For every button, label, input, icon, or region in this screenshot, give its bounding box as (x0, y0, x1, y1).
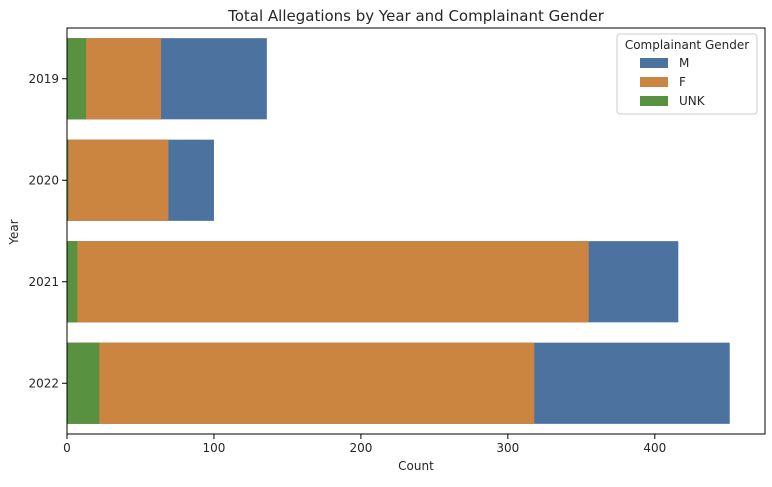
x-tick-label-300: 300 (496, 441, 519, 455)
bar-f-2020 (67, 139, 169, 221)
legend: Complainant Gender MF UNK (616, 33, 758, 115)
bar-unk-2022 (67, 342, 100, 424)
legend-label-unk: UNK (679, 94, 706, 108)
x-tick-label-200: 200 (349, 441, 372, 455)
legend-title: Complainant Gender (625, 38, 749, 52)
chart-title: Total Allegations by Year and Complainan… (227, 7, 605, 25)
bars-group (67, 38, 730, 424)
x-tick-label-0: 0 (63, 441, 71, 455)
bar-f-2021 (67, 241, 589, 323)
bar-unk-2019 (67, 38, 87, 120)
x-tick-label-400: 400 (643, 441, 666, 455)
y-tick-label-2021: 2021 (28, 275, 59, 289)
y-axis-label: Year (7, 219, 21, 245)
legend-label-m: M (679, 56, 689, 70)
y-tick-label-2022: 2022 (28, 376, 59, 390)
x-axis-label: Count (398, 459, 434, 473)
y-tick-label-2020: 2020 (28, 173, 59, 187)
legend-box (616, 33, 758, 115)
plot-frame (66, 27, 766, 435)
legend-label-f: F (679, 75, 686, 89)
y-tick-label-2019: 2019 (28, 72, 59, 86)
bar-f-2022 (67, 342, 535, 424)
bar-unk-2020 (67, 139, 69, 221)
x-tick-label-100: 100 (202, 441, 225, 455)
bar-unk-2021 (67, 241, 78, 323)
legend-swatch-unk (640, 96, 668, 106)
legend-swatch-m (640, 58, 668, 68)
axes-group: 0 100 200 300 400 2019 2020 2021 2022 (28, 27, 766, 455)
legend-swatch-f (640, 77, 668, 87)
